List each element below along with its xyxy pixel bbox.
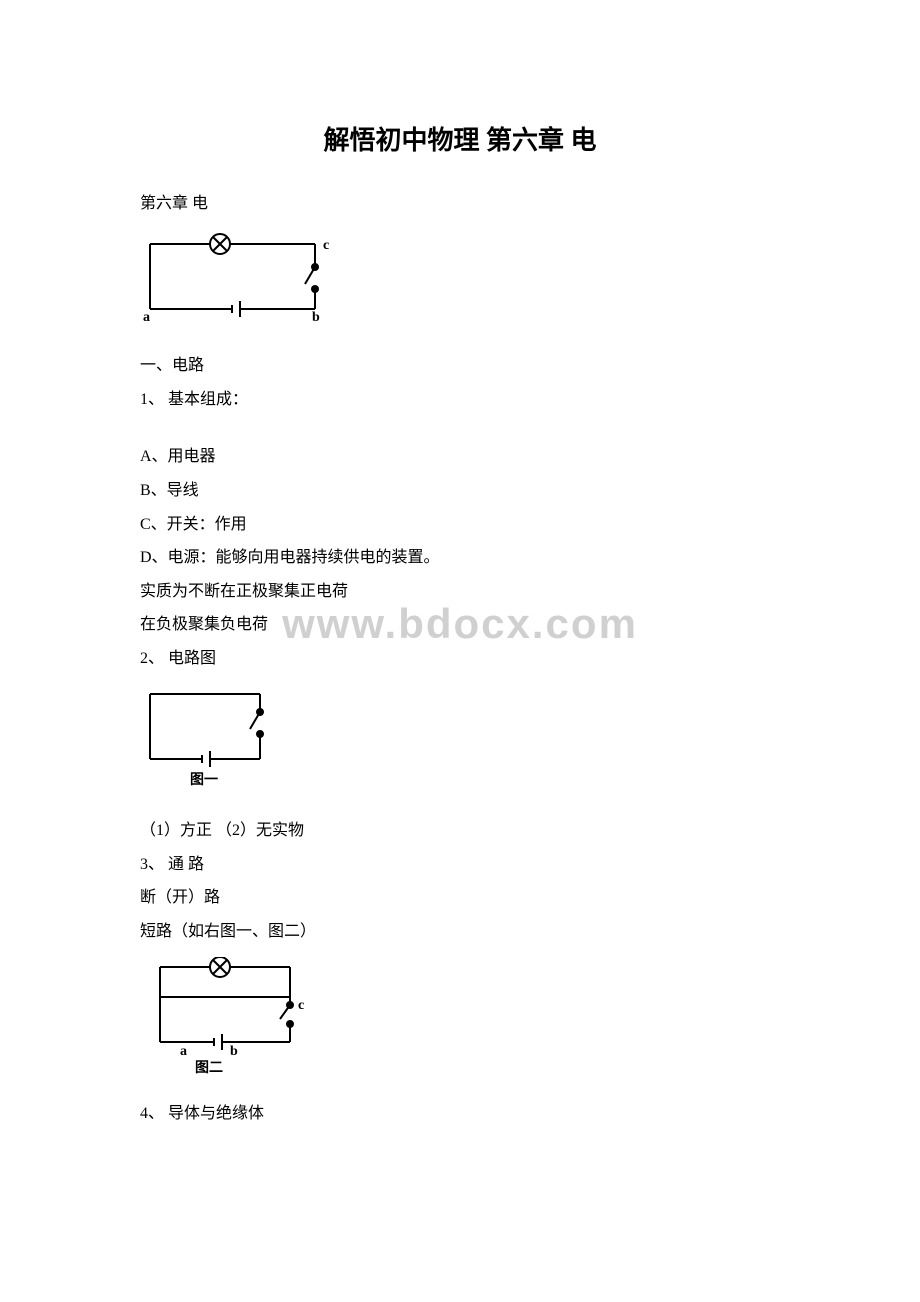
text-line: B、导线	[140, 474, 780, 508]
document-content: 解悟初中物理 第六章 电 第六章 电	[140, 120, 780, 1131]
text-line: （1）方正 （2）无实物	[140, 814, 780, 848]
svg-text:图一: 图一	[190, 772, 218, 788]
text-line: 1、 基本组成：	[140, 383, 780, 417]
svg-text:图二: 图二	[195, 1060, 223, 1076]
text-line: 4、 导体与绝缘体	[140, 1097, 780, 1131]
text-line: 2、 电路图	[140, 642, 780, 676]
text-line: 第六章 电	[140, 187, 780, 221]
page-title: 解悟初中物理 第六章 电	[140, 120, 780, 157]
body-text: 第六章 电	[140, 187, 780, 1131]
circuit-diagram-3: a b c 图二	[140, 957, 780, 1090]
text-line: 一、电路	[140, 349, 780, 383]
circuit-diagram-2: 图一	[140, 684, 780, 807]
text-line: A、用电器	[140, 440, 780, 474]
svg-text:b: b	[312, 310, 320, 325]
svg-text:a: a	[143, 310, 150, 325]
svg-text:b: b	[230, 1044, 238, 1059]
svg-text:c: c	[298, 998, 304, 1013]
svg-text:c: c	[323, 238, 329, 253]
text-line: 断（开）路	[140, 881, 780, 915]
text-line: C、开关：作用	[140, 508, 780, 542]
text-line: 实质为不断在正极聚集正电荷	[140, 575, 780, 609]
text-line: D、电源：能够向用电器持续供电的装置。	[140, 541, 780, 575]
svg-text:a: a	[180, 1044, 187, 1059]
circuit-diagram-1: a b c	[140, 229, 780, 342]
text-line: 在负极聚集负电荷	[140, 608, 780, 642]
text-line: 3、 通 路	[140, 848, 780, 882]
text-line: 短路（如右图一、图二）	[140, 915, 780, 949]
